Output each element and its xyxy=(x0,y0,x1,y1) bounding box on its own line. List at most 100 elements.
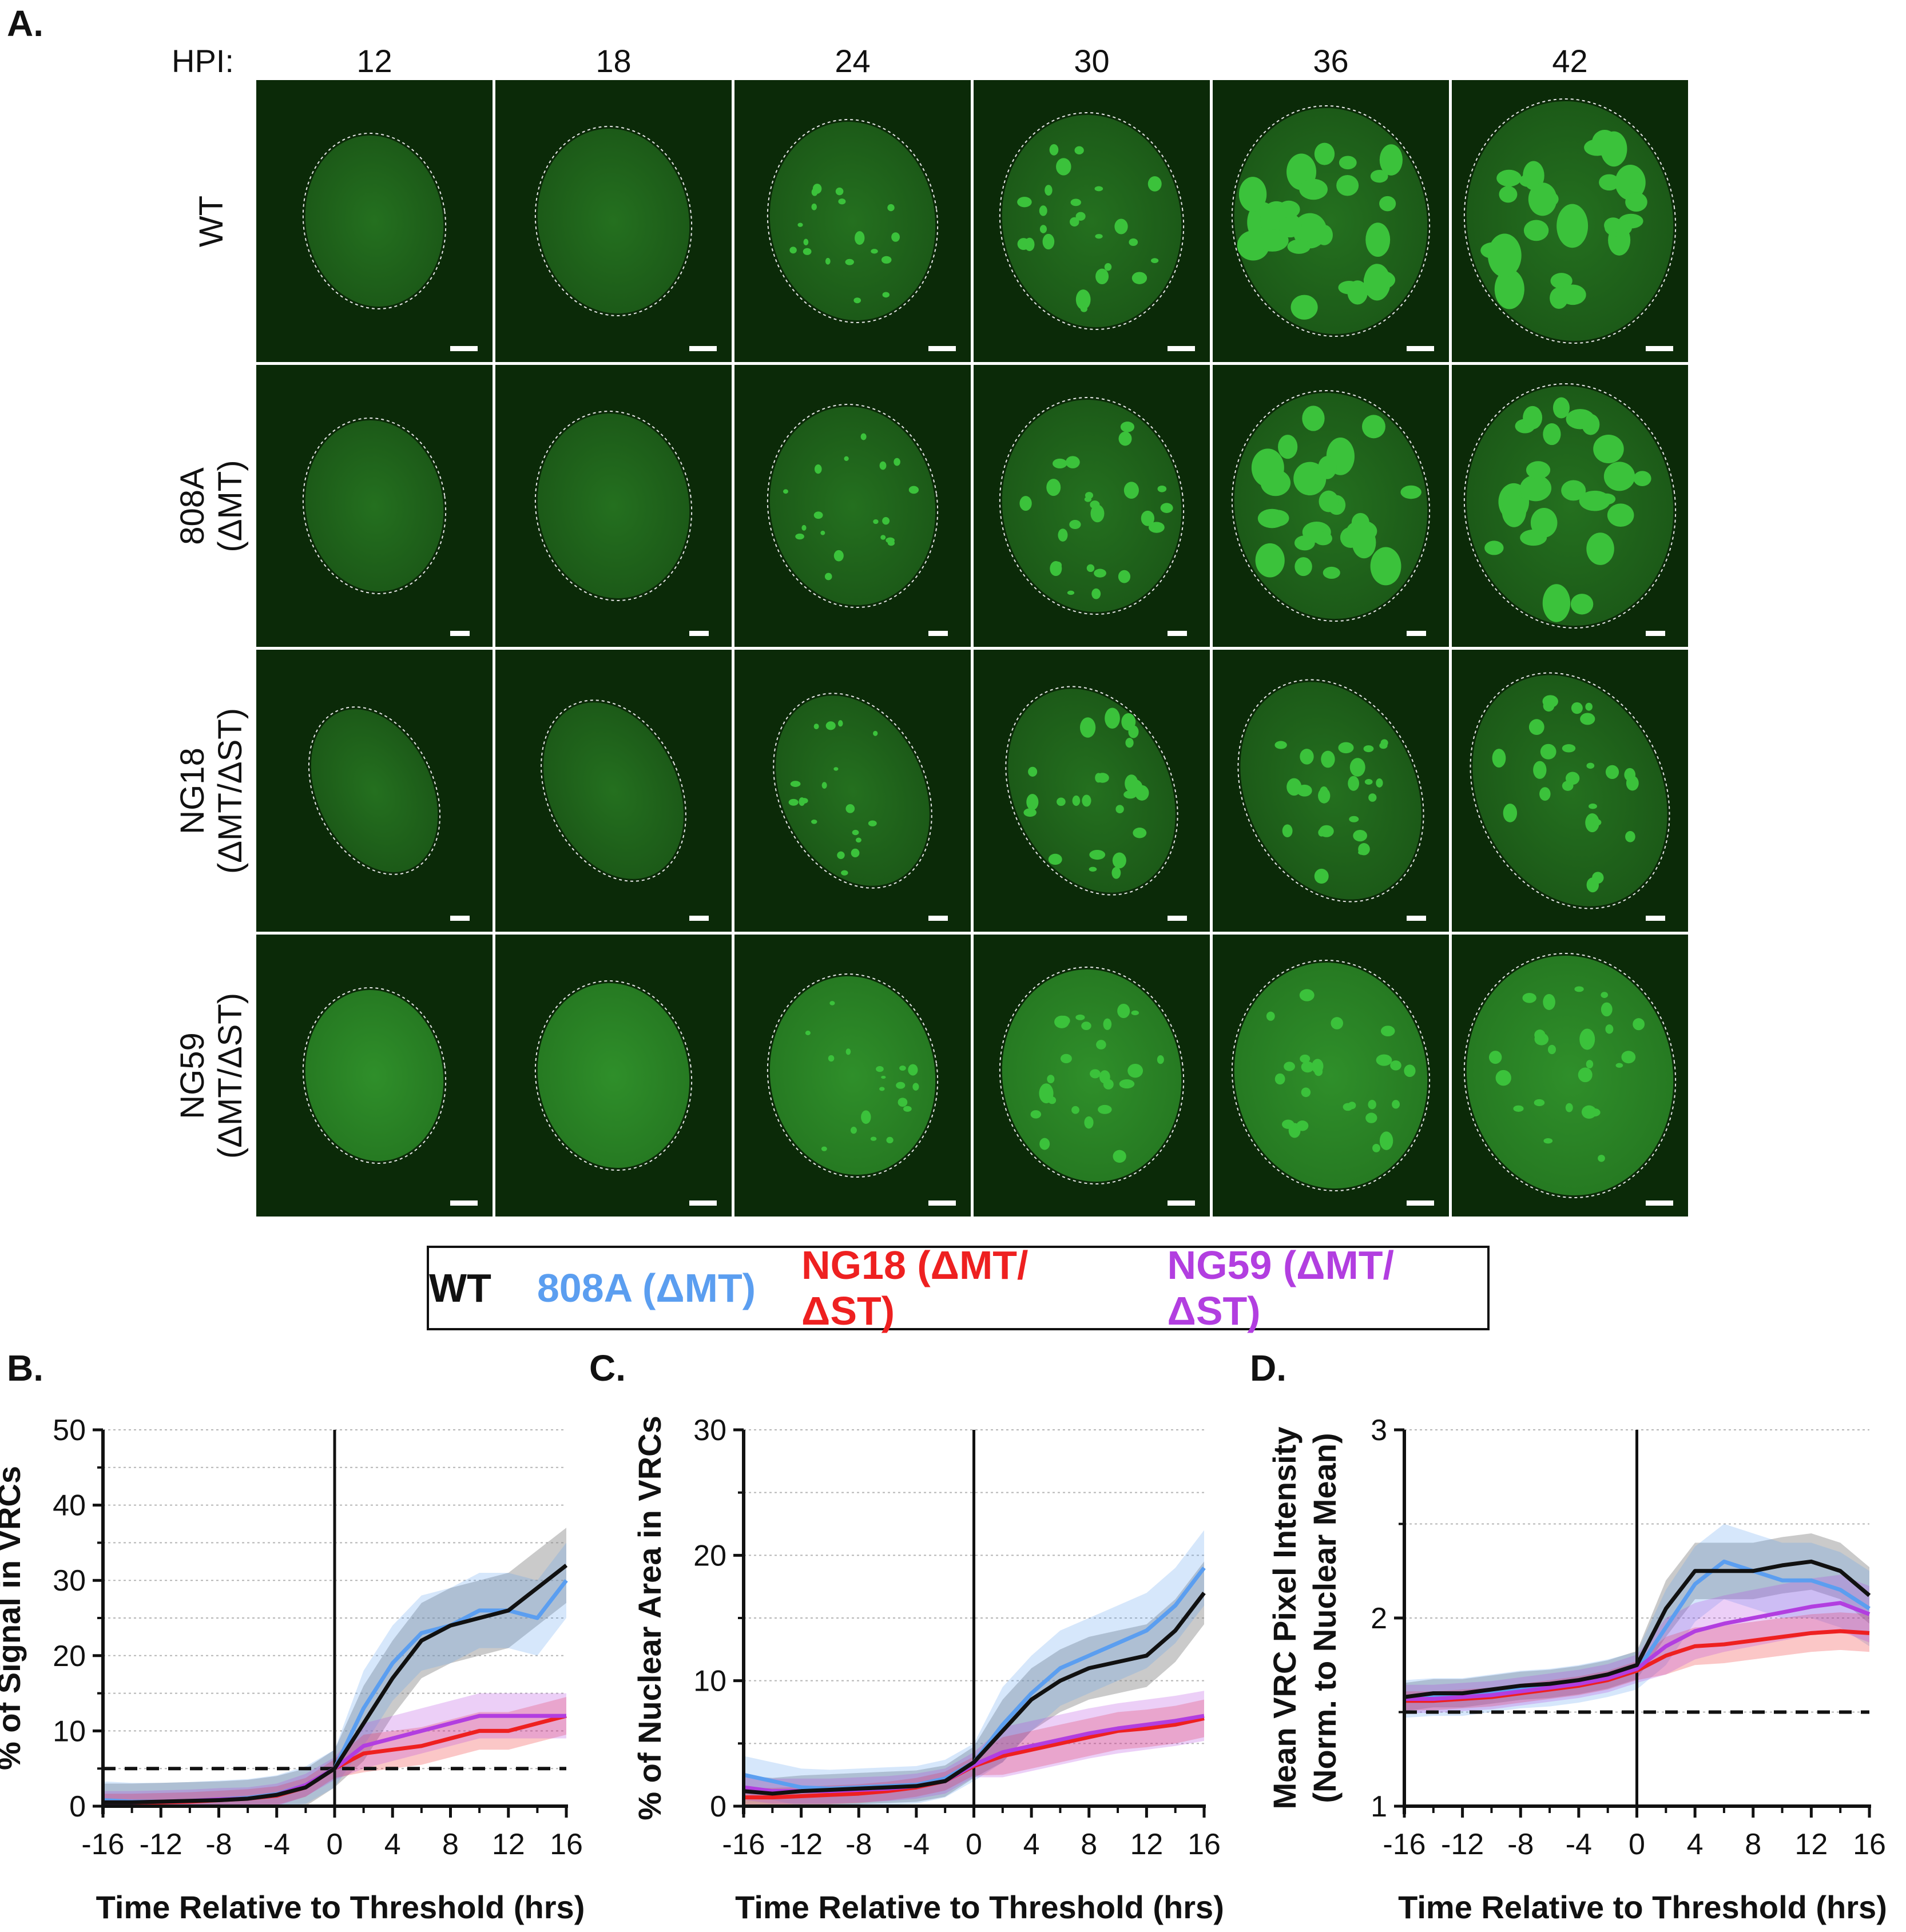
series-line-b-1 xyxy=(103,1564,568,1804)
y-axis-label-b: % of Signal in VRCs xyxy=(0,1466,27,1770)
x-tick-label-d: -16 xyxy=(1383,1828,1425,1861)
micrograph-r3-c5 xyxy=(1213,650,1449,932)
legend: WT 808A (ΔMT) NG18 (ΔMT/ΔST) NG59 (ΔMT/Δ… xyxy=(427,1243,1490,1333)
band-b-1 xyxy=(103,1528,566,1806)
y-axis-label-d: Mean VRC Pixel Intensity xyxy=(1266,1426,1303,1809)
x-tick-label-b: 0 xyxy=(327,1828,343,1861)
panel-label-c: C. xyxy=(589,1347,626,1389)
band-d-1 xyxy=(1404,1533,1869,1711)
x-tick-label-c: 8 xyxy=(1081,1828,1097,1861)
x-tick-label-c: -12 xyxy=(780,1828,823,1861)
series-line-c-1 xyxy=(743,1592,1206,1796)
y-tick-label-b: 20 xyxy=(53,1640,86,1673)
micrograph-r3-c3 xyxy=(734,650,971,932)
row-label-ng59: NG59 (ΔMT/ΔST) xyxy=(174,992,249,1159)
x-tick-label-d: 0 xyxy=(1629,1828,1645,1861)
micrograph-r4-c6 xyxy=(1452,935,1688,1217)
micrograph-r1-c4 xyxy=(974,80,1210,362)
x-tick-label-b: 8 xyxy=(442,1828,459,1861)
x-tick-label-c: 4 xyxy=(1023,1828,1040,1861)
micrograph-r1-c5 xyxy=(1213,80,1449,362)
band-c-4 xyxy=(744,1691,1204,1804)
micrograph-r2-c4 xyxy=(974,365,1210,647)
y-tick-label-b: 30 xyxy=(53,1564,86,1597)
legend-item-ng59: NG59 (ΔMT/ΔST) xyxy=(1167,1243,1394,1333)
y-axis-label2-d: (Norm. to Nuclear Mean) xyxy=(1307,1433,1343,1803)
micrograph-r3-c4 xyxy=(974,650,1210,932)
y-tick-label-b: 50 xyxy=(53,1414,86,1447)
y-tick-label-b: 0 xyxy=(69,1790,86,1823)
x-tick-label-d: -8 xyxy=(1507,1828,1534,1861)
x-tick-label-c: -8 xyxy=(845,1828,872,1861)
legend-item-808a: 808A (ΔMT) xyxy=(537,1266,756,1310)
x-tick-label-b: -16 xyxy=(81,1828,124,1861)
micrograph-r1-c2 xyxy=(495,80,732,362)
micrograph-r3-c2 xyxy=(495,650,732,932)
x-tick-label-d: 8 xyxy=(1745,1828,1761,1861)
band-b-2 xyxy=(103,1543,566,1806)
x-axis-label-d: Time Relative to Threshold (hrs) xyxy=(1398,1889,1887,1925)
micrograph-r2-c5 xyxy=(1213,365,1449,647)
y-tick-label-c: 30 xyxy=(693,1414,726,1447)
y-tick-label-b: 40 xyxy=(53,1489,86,1522)
micrograph-r4-c2 xyxy=(495,935,732,1217)
micrograph-r4-c5 xyxy=(1213,935,1449,1217)
micrograph-r4-c1 xyxy=(256,935,493,1217)
x-tick-label-b: -12 xyxy=(140,1828,182,1861)
hpi-col-12: 12 xyxy=(356,43,392,79)
hpi-col-18: 18 xyxy=(595,43,632,79)
band-c-3 xyxy=(744,1699,1204,1806)
y-tick-label-c: 10 xyxy=(693,1665,726,1698)
micrograph-r1-c3 xyxy=(734,80,971,362)
legend-item-wt: WT xyxy=(429,1266,491,1310)
micrograph-r1-c6 xyxy=(1452,80,1688,362)
x-tick-label-c: -4 xyxy=(903,1828,930,1861)
x-tick-label-c: 16 xyxy=(1188,1828,1221,1861)
x-tick-label-d: 16 xyxy=(1853,1828,1886,1861)
hpi-col-30: 30 xyxy=(1074,43,1110,79)
micrograph-r4-c3 xyxy=(734,935,971,1217)
x-tick-label-d: 4 xyxy=(1687,1828,1704,1861)
micrograph-r3-c1 xyxy=(256,650,493,932)
series-line-d-1 xyxy=(1404,1559,1871,1699)
y-tick-label-d: 2 xyxy=(1371,1602,1387,1635)
hpi-col-24: 24 xyxy=(835,43,871,79)
y-tick-label-d: 3 xyxy=(1371,1414,1387,1447)
hpi-col-42: 42 xyxy=(1552,43,1588,79)
x-tick-label-d: 12 xyxy=(1794,1828,1828,1861)
micrograph-r1-c1 xyxy=(256,80,493,362)
micrograph-r3-c6 xyxy=(1452,650,1688,932)
y-axis-label-c: % of Nuclear Area in VRCs xyxy=(632,1416,668,1820)
row-label-wt: WT xyxy=(193,195,230,247)
hpi-col-36: 36 xyxy=(1313,43,1349,79)
x-tick-label-b: 4 xyxy=(384,1828,401,1861)
band-d-4 xyxy=(1404,1575,1869,1714)
y-tick-label-b: 10 xyxy=(53,1715,86,1748)
panel-label-d: D. xyxy=(1250,1347,1286,1389)
x-tick-label-b: 12 xyxy=(492,1828,525,1861)
x-axis-label-b: Time Relative to Threshold (hrs) xyxy=(96,1889,585,1925)
panel-label-a: A. xyxy=(7,3,43,44)
micrograph-r4-c4 xyxy=(974,935,1210,1217)
x-tick-label-c: -16 xyxy=(722,1828,765,1861)
micrograph-r2-c3 xyxy=(734,365,971,647)
x-tick-label-b: -4 xyxy=(264,1828,290,1861)
micrograph-r2-c1 xyxy=(256,365,493,647)
y-tick-label-c: 0 xyxy=(710,1790,726,1823)
x-axis-label-c: Time Relative to Threshold (hrs) xyxy=(735,1889,1224,1925)
legend-item-ng18: NG18 (ΔMT/ΔST) xyxy=(801,1243,1029,1333)
y-tick-label-d: 1 xyxy=(1371,1790,1387,1823)
x-tick-label-b: 16 xyxy=(550,1828,583,1861)
hpi-label: HPI: xyxy=(172,43,234,79)
micrograph-r2-c6 xyxy=(1452,365,1688,647)
x-tick-label-c: 12 xyxy=(1130,1828,1163,1861)
series-line-d-4 xyxy=(1404,1601,1871,1701)
x-tick-label-c: 0 xyxy=(966,1828,982,1861)
panel-label-b: B. xyxy=(7,1347,43,1389)
row-label-ng18: NG18 (ΔMT/ΔST) xyxy=(174,707,249,874)
row-label-808a: 808A (ΔMT) xyxy=(174,459,249,552)
y-tick-label-c: 20 xyxy=(693,1539,726,1572)
x-tick-label-b: -8 xyxy=(205,1828,232,1861)
x-tick-label-d: -12 xyxy=(1441,1828,1484,1861)
